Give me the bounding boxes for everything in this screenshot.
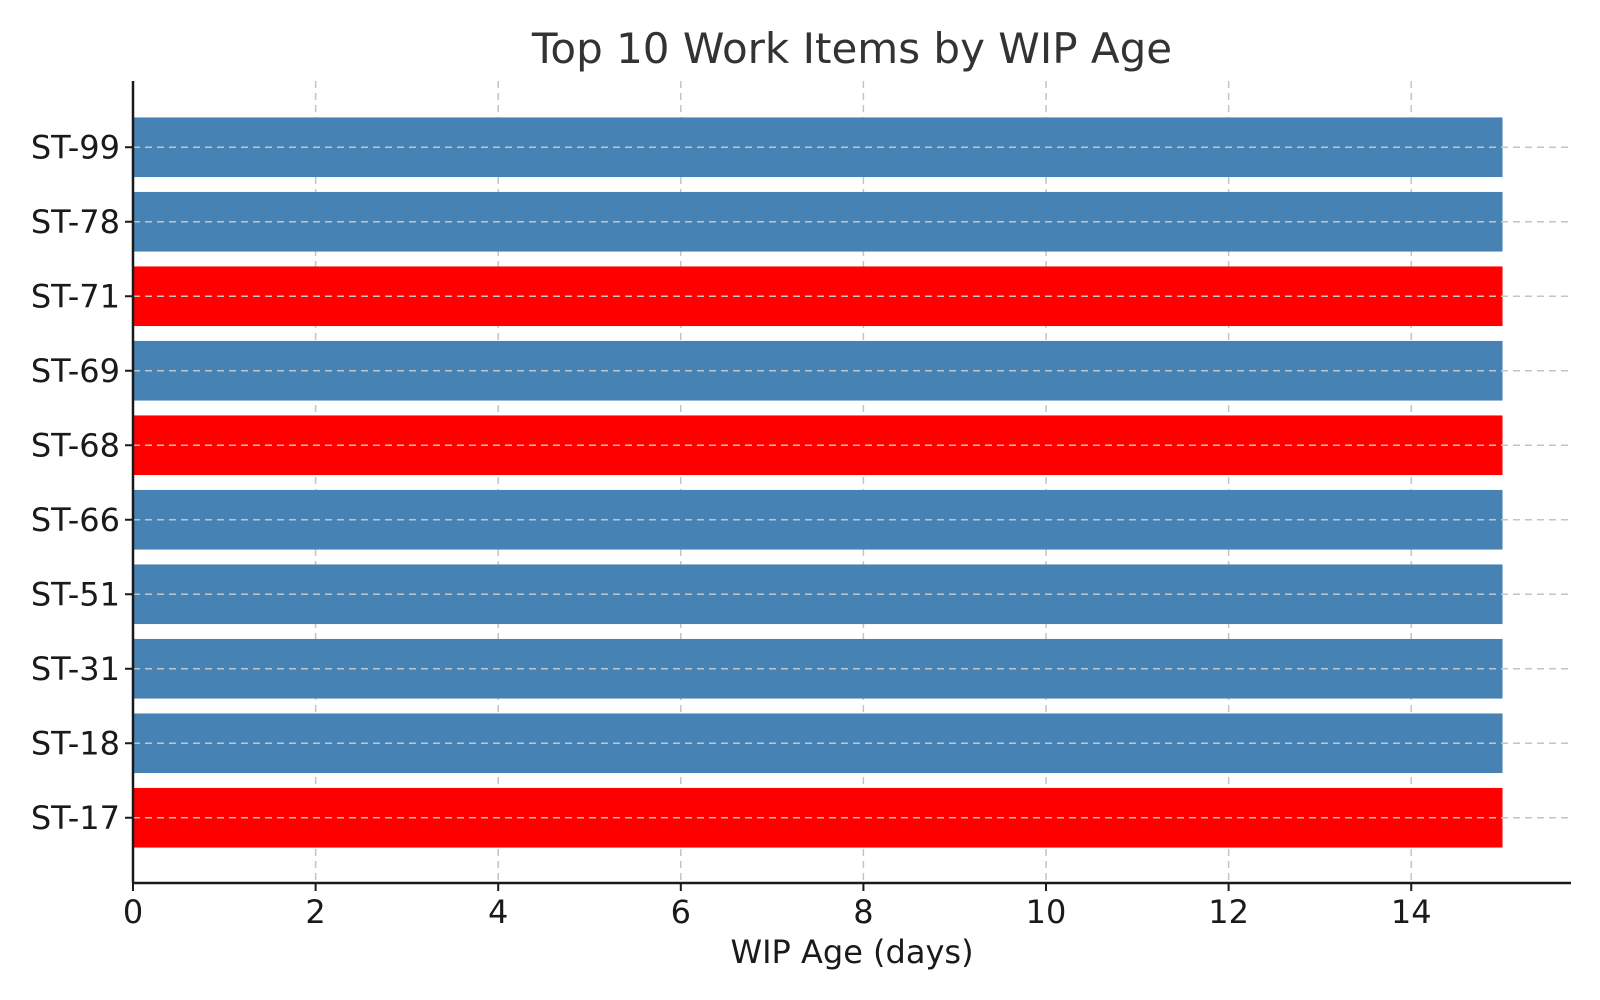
- x-tick-label: 6: [671, 893, 691, 931]
- x-tick-label: 2: [305, 893, 325, 931]
- y-tick-label-st-99: ST-99: [31, 128, 120, 166]
- y-tick-label-st-68: ST-68: [31, 426, 120, 464]
- x-tick-label: 10: [1026, 893, 1067, 931]
- chart-title: Top 10 Work Items by WIP Age: [531, 24, 1172, 73]
- y-tick-label-st-66: ST-66: [31, 501, 120, 539]
- y-tick-label-st-71: ST-71: [31, 277, 120, 315]
- y-tick-label-st-51: ST-51: [31, 575, 120, 613]
- y-tick-label-st-69: ST-69: [31, 352, 120, 390]
- y-tick-label-st-17: ST-17: [31, 799, 120, 837]
- y-tick-label-st-18: ST-18: [31, 724, 120, 762]
- y-tick-label-st-31: ST-31: [31, 650, 120, 688]
- x-tick-label: 0: [123, 893, 143, 931]
- y-tick-label-st-78: ST-78: [31, 203, 120, 241]
- bars: [133, 117, 1503, 848]
- x-tick-label: 14: [1391, 893, 1432, 931]
- x-tick-labels: 0 2 4 6 8 10 12 14: [123, 893, 1432, 931]
- x-tick-label: 8: [853, 893, 873, 931]
- y-tick-labels: ST-99 ST-78 ST-71 ST-69 ST-68 ST-66 ST-51 ST-31…: [31, 128, 120, 837]
- x-tick-label: 12: [1208, 893, 1249, 931]
- axes: [125, 81, 1571, 891]
- x-axis-label: WIP Age (days): [730, 933, 973, 971]
- x-tick-label: 4: [488, 893, 508, 931]
